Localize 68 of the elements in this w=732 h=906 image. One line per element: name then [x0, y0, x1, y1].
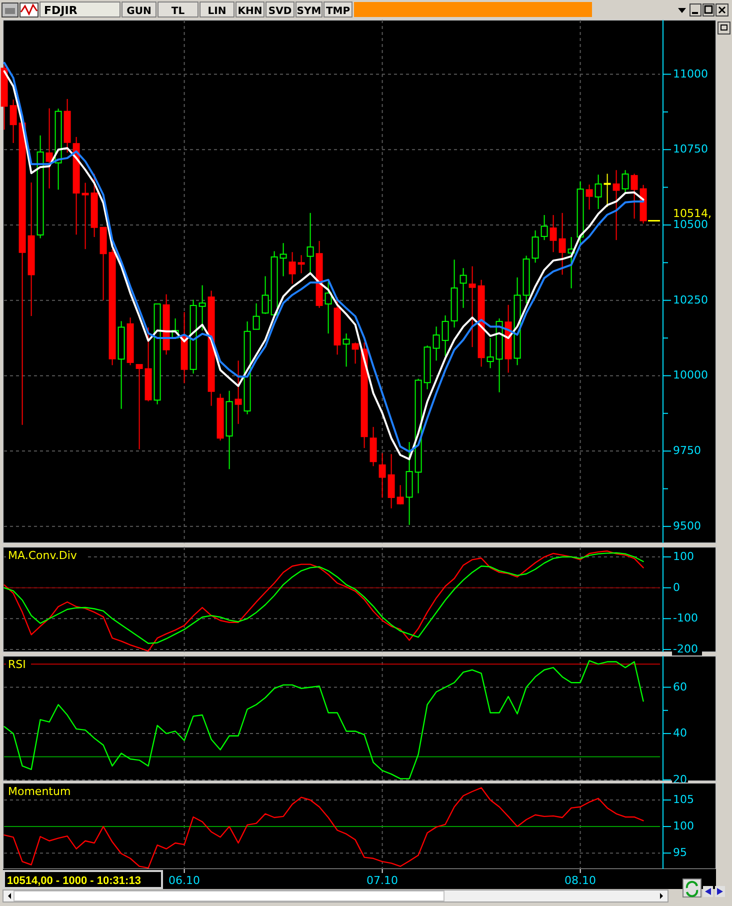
candlestick	[396, 484, 404, 505]
candlestick	[630, 173, 638, 220]
candlestick	[342, 333, 350, 368]
text: LIN	[208, 6, 226, 17]
y-tick-label: 100	[673, 820, 694, 833]
candlestick	[280, 242, 287, 277]
candlestick	[604, 173, 611, 208]
y-tick-label: -200	[673, 642, 698, 656]
chart-title: Momentum	[8, 785, 71, 798]
y-tick-label: 100	[673, 550, 694, 563]
candlestick	[46, 108, 53, 190]
candlestick	[460, 268, 467, 308]
candlestick	[586, 184, 593, 210]
text: TMP	[326, 6, 350, 17]
candlestick	[306, 212, 314, 274]
y-tick-label: 10250	[673, 293, 708, 306]
y-tick-label: 105	[673, 792, 694, 806]
candlestick	[550, 214, 557, 253]
line-series	[4, 787, 644, 869]
y-tick-label: 9750	[673, 444, 701, 458]
candlestick	[622, 170, 629, 194]
y-tick-label: 10750	[673, 142, 708, 156]
candlestick	[468, 266, 476, 348]
line-series	[4, 660, 644, 780]
candlestick	[532, 230, 539, 264]
candlestick	[234, 360, 242, 424]
candlestick	[370, 426, 377, 467]
y-tick-label: 10000	[673, 368, 708, 382]
y-tick-label: 11000	[673, 67, 708, 80]
x-tick-label: 08.10	[564, 874, 596, 887]
text: SVD	[268, 6, 292, 17]
candlestick	[612, 170, 620, 241]
x-tick-label: 07.10	[366, 874, 398, 887]
text: TL	[171, 6, 186, 17]
x-tick-label: 06.10	[168, 874, 200, 887]
candlestick	[262, 276, 269, 314]
text: GUN	[126, 6, 152, 17]
candlestick	[10, 99, 17, 144]
y-tick-label: 60	[673, 680, 687, 694]
text: 10514,00 - 1000 - 10:31:13	[7, 875, 141, 887]
candlestick	[298, 254, 305, 274]
y-tick-label: 10500	[673, 218, 708, 231]
candlestick	[352, 342, 359, 364]
y-tick-label: 9500	[673, 519, 701, 532]
y-tick-label: 40	[673, 726, 687, 740]
text: SYM	[296, 6, 322, 17]
y-tick-label: -100	[673, 612, 698, 625]
ref-line-label: 10514,	[673, 206, 712, 220]
candlestick	[324, 282, 332, 334]
candlestick	[486, 338, 494, 369]
candlestick	[540, 214, 548, 241]
candlestick	[82, 182, 89, 250]
y-tick-label: 95	[673, 846, 687, 860]
candlestick	[388, 454, 395, 509]
candlestick	[558, 212, 566, 276]
candlestick	[378, 452, 386, 498]
chart-title: FDJIR	[44, 4, 78, 17]
candlestick	[442, 314, 449, 357]
candlestick	[432, 326, 440, 362]
candlestick	[594, 174, 602, 210]
chart-title: MA.Conv.Div	[8, 549, 78, 562]
candlestick	[136, 364, 143, 450]
candlestick	[288, 252, 296, 284]
chart-title: RSI	[8, 658, 26, 671]
y-tick-label: 0	[673, 580, 680, 594]
candlestick	[198, 284, 206, 331]
candlestick	[252, 302, 260, 330]
text: KHN	[238, 6, 262, 17]
